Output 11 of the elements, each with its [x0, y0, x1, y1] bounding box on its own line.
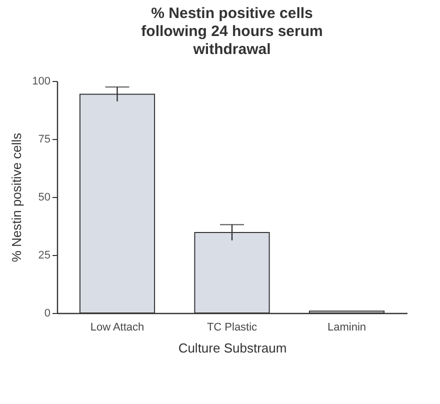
y-tick-label: 0 [44, 308, 50, 320]
y-tick-label: 50 [38, 192, 50, 204]
chart-title: % Nestin positive cells following 24 hours serum withdrawal [141, 5, 323, 58]
x-tick-label: TC Plastic [206, 322, 258, 334]
y-tick-label: 100 [32, 76, 50, 88]
x-axis-title: Culture Substraum [178, 340, 287, 356]
y-tick-label: 25 [38, 250, 50, 262]
x-tick-label: Laminin [327, 322, 366, 334]
x-tick-label: Low Attach [90, 322, 144, 334]
y-tick-label: 75 [38, 134, 50, 146]
y-axis-title: % Nestin positive cells [9, 132, 24, 262]
